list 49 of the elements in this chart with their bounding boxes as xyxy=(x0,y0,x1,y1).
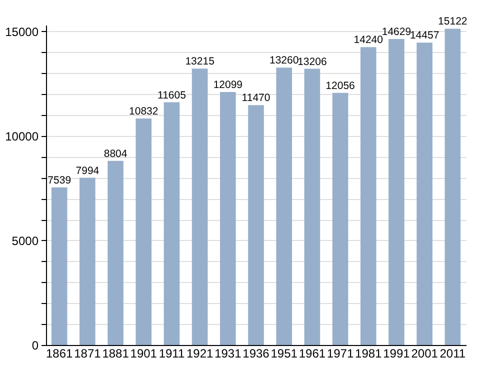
data-label: 10832 xyxy=(129,105,158,118)
bar xyxy=(444,28,461,345)
x-tick-label: 1911 xyxy=(158,346,185,360)
x-tick-label: 1951 xyxy=(270,346,298,360)
data-label: 11470 xyxy=(242,92,270,104)
data-label: 13206 xyxy=(298,56,327,68)
y-tick-label: 15000 xyxy=(5,24,39,39)
bar xyxy=(136,118,152,345)
x-tick-label: 1961 xyxy=(298,346,326,360)
x-tick-label: 1921 xyxy=(186,346,214,360)
x-tick-label: 1991 xyxy=(383,346,410,360)
x-tick-label: 1861 xyxy=(46,346,74,360)
y-tick-label: 10000 xyxy=(5,129,39,144)
bar xyxy=(416,42,432,345)
bar xyxy=(332,92,348,345)
data-label: 8804 xyxy=(104,148,128,160)
bar xyxy=(192,68,208,345)
x-tick-label: 1901 xyxy=(130,346,158,360)
bar xyxy=(51,187,68,345)
data-label: 12056 xyxy=(326,80,356,92)
y-tick-label: 5000 xyxy=(12,234,39,248)
bar xyxy=(388,39,404,345)
bar xyxy=(164,102,180,345)
data-label: 7539 xyxy=(48,174,72,186)
x-tick-label: 2001 xyxy=(411,346,438,360)
x-tick-label: 1931 xyxy=(214,346,242,360)
x-tick-label: 1936 xyxy=(242,346,270,360)
data-label: 13260 xyxy=(269,54,299,67)
data-label: 12099 xyxy=(213,78,243,91)
x-tick-label: 2011 xyxy=(440,346,466,360)
x-tick-label: 1971 xyxy=(326,346,354,360)
bar xyxy=(248,105,264,345)
x-tick-label: 1881 xyxy=(102,346,130,360)
data-label: 14629 xyxy=(382,26,412,38)
y-tick-label: 0 xyxy=(32,338,39,352)
bar xyxy=(108,160,124,345)
bar xyxy=(360,47,376,345)
x-tick-label: 1981 xyxy=(355,346,382,360)
bar xyxy=(276,68,292,345)
bar xyxy=(304,68,320,345)
bar xyxy=(220,92,236,345)
data-label: 14457 xyxy=(410,30,440,42)
data-label: 7994 xyxy=(76,164,100,177)
x-tick-label: 1871 xyxy=(74,346,102,360)
data-label: 15122 xyxy=(438,16,468,28)
data-label: 13215 xyxy=(185,56,215,68)
data-label: 14240 xyxy=(354,34,384,46)
bar xyxy=(80,178,96,345)
data-label: 11605 xyxy=(158,89,186,102)
